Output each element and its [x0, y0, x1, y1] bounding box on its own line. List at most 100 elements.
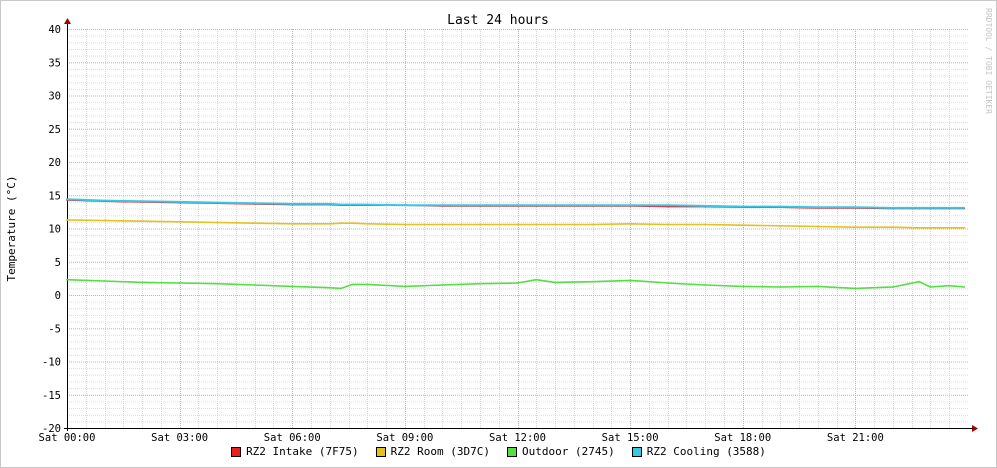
legend-swatch [231, 447, 242, 457]
data-point [366, 283, 369, 286]
data-point [629, 279, 631, 282]
watermark: RRDTOOL / TOBI OETIKER [984, 8, 993, 114]
data-point [253, 284, 256, 286]
data-point [854, 226, 857, 229]
data-point [741, 224, 744, 227]
data-point [963, 207, 966, 209]
data-point [216, 201, 219, 204]
x-axis-arrow [972, 425, 978, 432]
data-point [741, 285, 744, 288]
y-tick-label: 15 [48, 190, 61, 202]
data-point [66, 278, 68, 281]
data-point [479, 204, 481, 207]
y-tick-label: 35 [48, 57, 61, 69]
data-point [328, 286, 331, 289]
legend-item: RZ2 Cooling (3588) [631, 445, 766, 459]
data-point [963, 226, 966, 229]
data-point [340, 203, 342, 206]
data-point [666, 223, 669, 226]
data-point [404, 204, 406, 207]
data-point [366, 203, 369, 206]
data-point [351, 222, 354, 225]
data-point [253, 222, 256, 225]
legend-label: Outdoor (2745) [522, 445, 615, 458]
data-point [591, 204, 594, 207]
data-point [216, 282, 219, 285]
legend-label: RZ2 Room (3D7C) [390, 445, 490, 458]
data-point [516, 204, 519, 207]
data-point [103, 280, 106, 282]
data-point [918, 207, 921, 209]
data-point [554, 223, 556, 226]
y-tick-label: 25 [48, 124, 61, 136]
data-point [554, 204, 556, 207]
data-point [779, 286, 782, 288]
data-point [704, 223, 707, 226]
y-tick-label: -10 [42, 357, 61, 369]
x-tick-label: Sat 00:00 [39, 432, 96, 444]
y-tick-label: 10 [48, 224, 61, 236]
data-point [963, 286, 966, 288]
data-point [404, 285, 406, 288]
y-tick-label: -20 [42, 423, 61, 435]
data-point [892, 207, 894, 209]
legend-label: RZ2 Intake (7F75) [246, 445, 359, 458]
x-tick-label: Sat 15:00 [602, 432, 659, 444]
x-tick-label: Sat 12:00 [489, 432, 546, 444]
data-point [141, 220, 144, 223]
y-tick-label: 0 [55, 290, 61, 302]
data-point [141, 281, 144, 284]
data-point [666, 282, 669, 284]
data-point [441, 223, 444, 226]
data-point [779, 205, 782, 208]
data-point [929, 207, 932, 209]
data-point [66, 198, 68, 201]
data-point [441, 204, 444, 207]
data-point [816, 206, 819, 209]
data-point [666, 204, 669, 207]
data-point [291, 222, 294, 225]
y-tick-label: 40 [48, 24, 61, 36]
series-line [66, 278, 965, 290]
data-point [328, 222, 331, 225]
data-point [816, 285, 819, 288]
data-point [366, 222, 369, 225]
data-point [441, 284, 444, 286]
x-tick-label: Sat 18:00 [714, 432, 771, 444]
legend: RZ2 Intake (7F75) RZ2 Room (3D7C) Outdoor … [0, 445, 997, 459]
chart-title: Last 24 hours [447, 13, 549, 28]
data-point [291, 285, 294, 288]
data-point [535, 223, 538, 226]
data-point [948, 284, 951, 287]
legend-item: Outdoor (2745) [507, 445, 615, 459]
x-tick-label: Sat 09:00 [376, 432, 433, 444]
data-point [918, 226, 921, 229]
data-point [404, 223, 406, 226]
data-point [929, 286, 932, 288]
data-point [141, 200, 144, 203]
x-tick-label: Sat 21:00 [827, 432, 884, 444]
data-point [948, 207, 951, 209]
legend-swatch [375, 447, 386, 457]
series-line [66, 198, 965, 209]
x-tick-label: Sat 06:00 [264, 432, 321, 444]
data-point [178, 220, 181, 223]
legend-swatch [507, 447, 517, 457]
data-point [253, 202, 256, 205]
series-4 [66, 198, 966, 209]
data-point [779, 224, 782, 227]
data-point [741, 205, 744, 208]
data-point [351, 283, 354, 286]
data-point [340, 287, 342, 290]
legend-item: RZ2 Room (3D7C) [375, 445, 490, 459]
x-tick-label: Sat 03:00 [151, 432, 208, 444]
data-point [629, 204, 631, 207]
data-point [929, 226, 932, 229]
legend-item: RZ2 Intake (7F75) [231, 445, 359, 459]
data-point [340, 222, 342, 225]
legend-label: RZ2 Cooling (3588) [646, 445, 766, 458]
data-point [854, 287, 857, 290]
y-tick-label: 30 [48, 91, 61, 103]
data-point [66, 219, 68, 221]
data-point [291, 203, 294, 205]
